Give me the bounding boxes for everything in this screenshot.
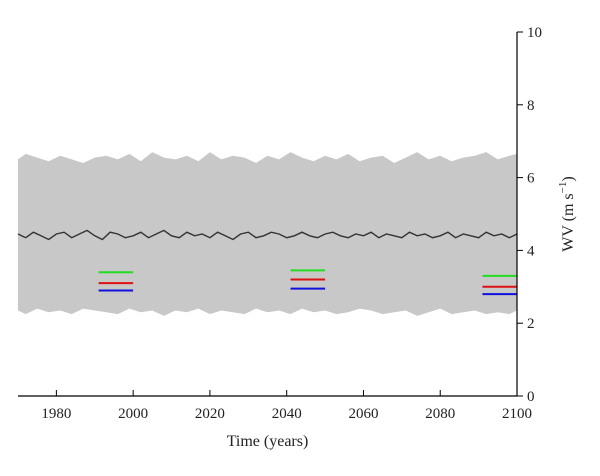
x-tick-label: 2080 — [425, 406, 455, 422]
y-axis-title: WV (m s−1) — [557, 176, 577, 251]
series-line-0 — [17, 229, 518, 241]
x-axis-title: Time (years) — [227, 433, 309, 450]
y-tick-label: 6 — [527, 171, 535, 187]
y-axis-title-main: WV (m s — [560, 193, 577, 251]
y-axis-title-sup: −1 — [557, 182, 569, 194]
x-tick-label: 2000 — [118, 406, 148, 422]
x-tick-label: 2020 — [195, 406, 225, 422]
y-tick-label: 2 — [527, 316, 535, 332]
x-tick-label: 2100 — [502, 406, 532, 422]
y-tick-label: 10 — [527, 25, 542, 41]
y-tick-label: 8 — [527, 98, 535, 114]
plot-area — [17, 152, 518, 316]
x-tick-label: 2060 — [348, 406, 378, 422]
y-axis-title-close: ) — [560, 176, 577, 181]
y-tick-label: 4 — [527, 243, 535, 259]
x-tick-label: 2040 — [272, 406, 302, 422]
x-tick-label: 1980 — [41, 406, 71, 422]
y-tick-label: 0 — [527, 389, 535, 405]
axes — [18, 32, 518, 397]
